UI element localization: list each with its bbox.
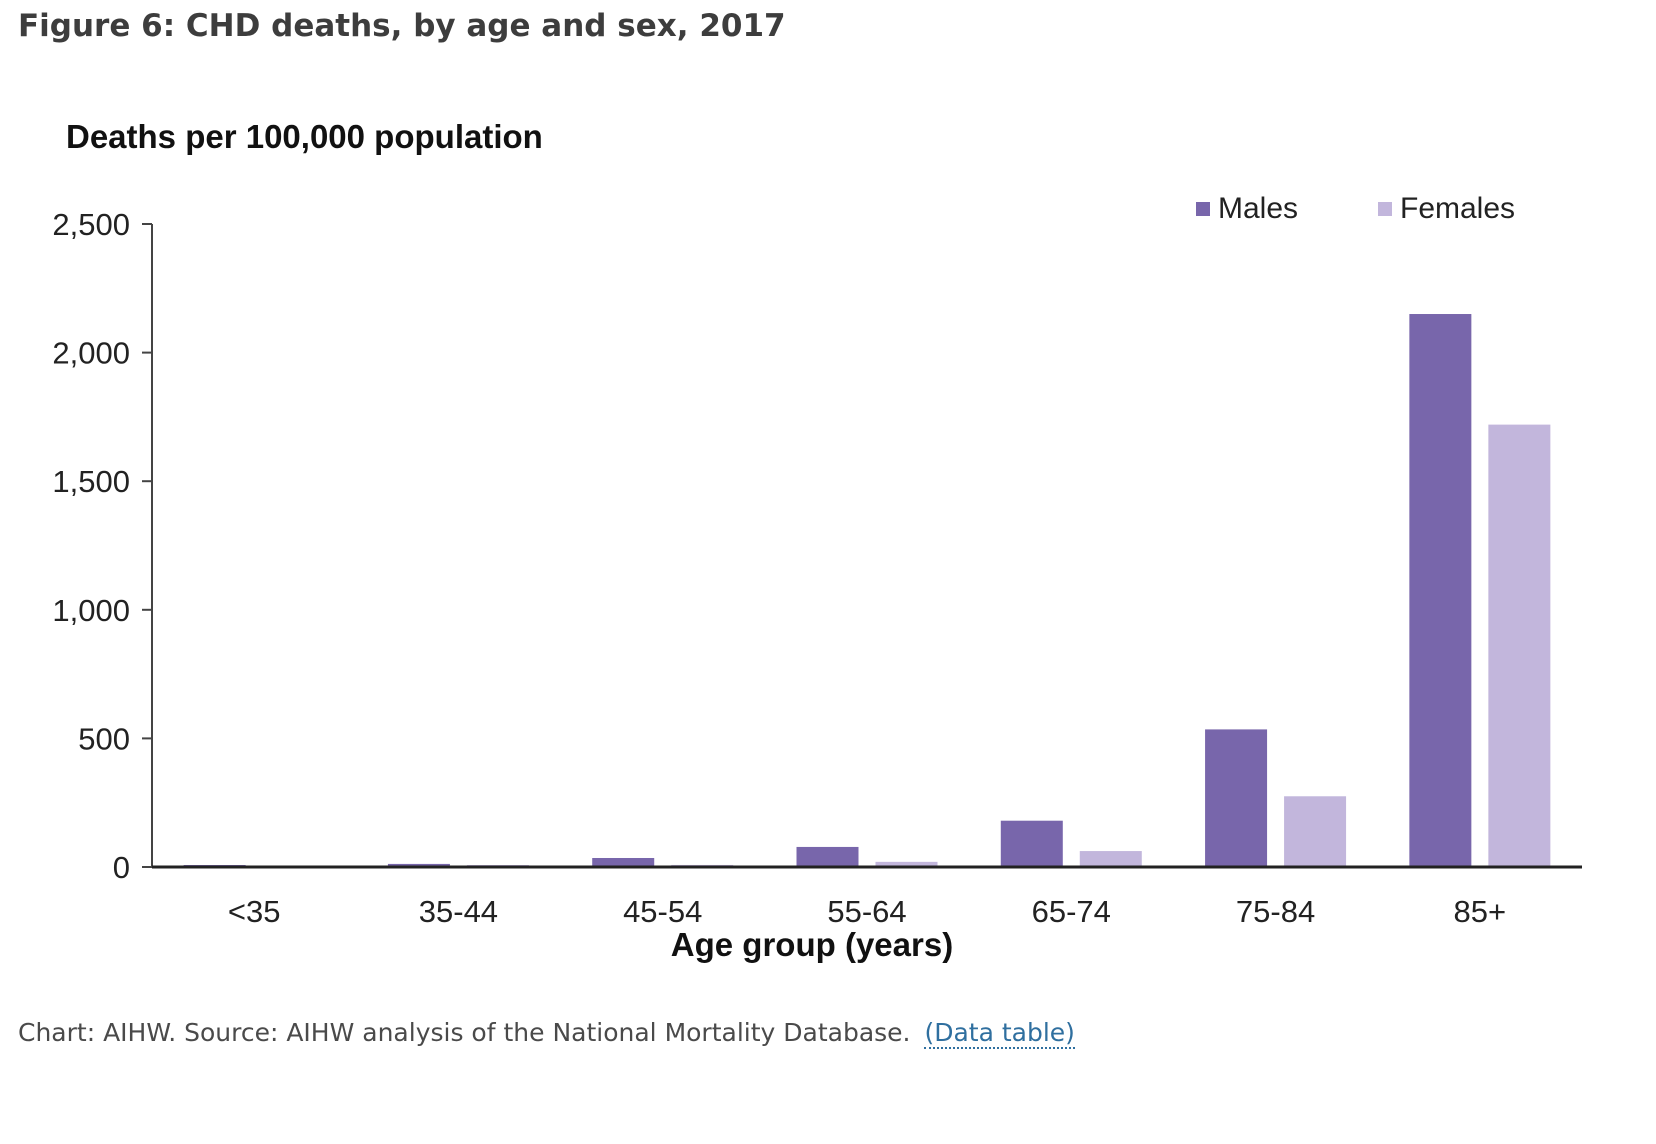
data-table-link[interactable]: (Data table) [924, 1018, 1075, 1049]
y-tick-label: 2,500 [52, 207, 130, 242]
x-tick-label: <35 [228, 894, 281, 929]
bar-males-35-44 [387, 863, 450, 867]
bar-males-45-54 [592, 857, 655, 867]
y-tick-label: 1,500 [52, 464, 130, 499]
y-axis: 0 500 1,000 1,500 2,000 2,500 [52, 207, 153, 885]
x-tick-label: 45-54 [623, 894, 702, 929]
x-axis: <35 35-44 45-54 55-64 65-74 75-84 85+ [152, 865, 1582, 929]
bar-males-55-64 [796, 846, 859, 867]
bar-males-65-74 [1000, 820, 1063, 867]
legend-swatch-males [1196, 202, 1210, 216]
bar-males-85+ [1409, 314, 1472, 867]
x-tick-label: 85+ [1454, 894, 1507, 929]
x-tick-label: 55-64 [827, 894, 906, 929]
y-tick-label: 1,000 [52, 593, 130, 628]
chart-caption: Chart: AIHW. Source: AIHW analysis of th… [18, 1018, 1075, 1049]
bar-females-75-84 [1284, 796, 1347, 867]
x-tick-label: 75-84 [1236, 894, 1315, 929]
x-tick-label: 35-44 [419, 894, 498, 929]
legend-label-males: Males [1218, 192, 1298, 225]
x-axis-label: Age group (years) [671, 926, 953, 963]
bar-males-75-84 [1205, 729, 1268, 867]
bars [183, 314, 1551, 867]
x-tick-label: 65-74 [1032, 894, 1111, 929]
figure-title: Figure 6: CHD deaths, by age and sex, 20… [18, 8, 786, 44]
bar-females-65-74 [1079, 851, 1142, 867]
bar-females-85+ [1488, 424, 1551, 867]
caption-text: Chart: AIHW. Source: AIHW analysis of th… [18, 1018, 911, 1047]
bar-females-55-64 [875, 861, 938, 867]
legend: Males Females [1196, 192, 1515, 225]
y-tick-label: 0 [113, 850, 130, 885]
legend-label-females: Females [1400, 192, 1515, 225]
bar-chart: Deaths per 100,000 population Age group … [52, 118, 1582, 963]
legend-swatch-females [1378, 202, 1392, 216]
y-axis-label: Deaths per 100,000 population [66, 118, 543, 155]
y-tick-label: 500 [78, 721, 130, 756]
y-tick-label: 2,000 [52, 336, 130, 371]
